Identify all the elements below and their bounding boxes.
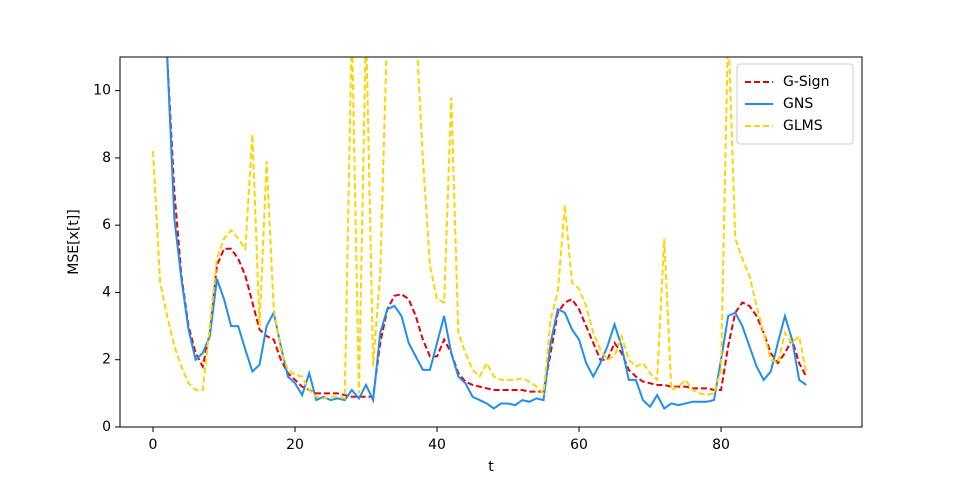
y-axis-label: MSE[x[t]]	[66, 209, 82, 274]
y-tick-label: 8	[102, 150, 111, 166]
y-tick-label: 0	[102, 419, 111, 435]
legend-label: G-Sign	[783, 74, 829, 90]
x-tick-label: 0	[149, 437, 158, 453]
x-tick-label: 40	[428, 437, 446, 453]
x-tick-label: 60	[570, 437, 588, 453]
legend-label: GNS	[783, 96, 813, 112]
plot-lines	[152, 57, 808, 410]
x-tick-label: 80	[712, 437, 730, 453]
series-line	[166, 57, 808, 398]
y-tick-label: 10	[93, 83, 111, 99]
x-tick-label: 20	[286, 437, 304, 453]
y-tick-label: 2	[102, 352, 111, 368]
x-axis-label: t	[488, 459, 494, 475]
plot-frame	[119, 56, 863, 428]
y-tick-label: 4	[102, 284, 111, 300]
legend-label: GLMS	[783, 118, 823, 134]
legend: G-Sign GNS GLMS	[736, 63, 854, 145]
series-line	[166, 57, 807, 410]
y-tick-label: 6	[102, 217, 111, 233]
legend-box	[736, 63, 854, 145]
series-line	[152, 57, 808, 400]
